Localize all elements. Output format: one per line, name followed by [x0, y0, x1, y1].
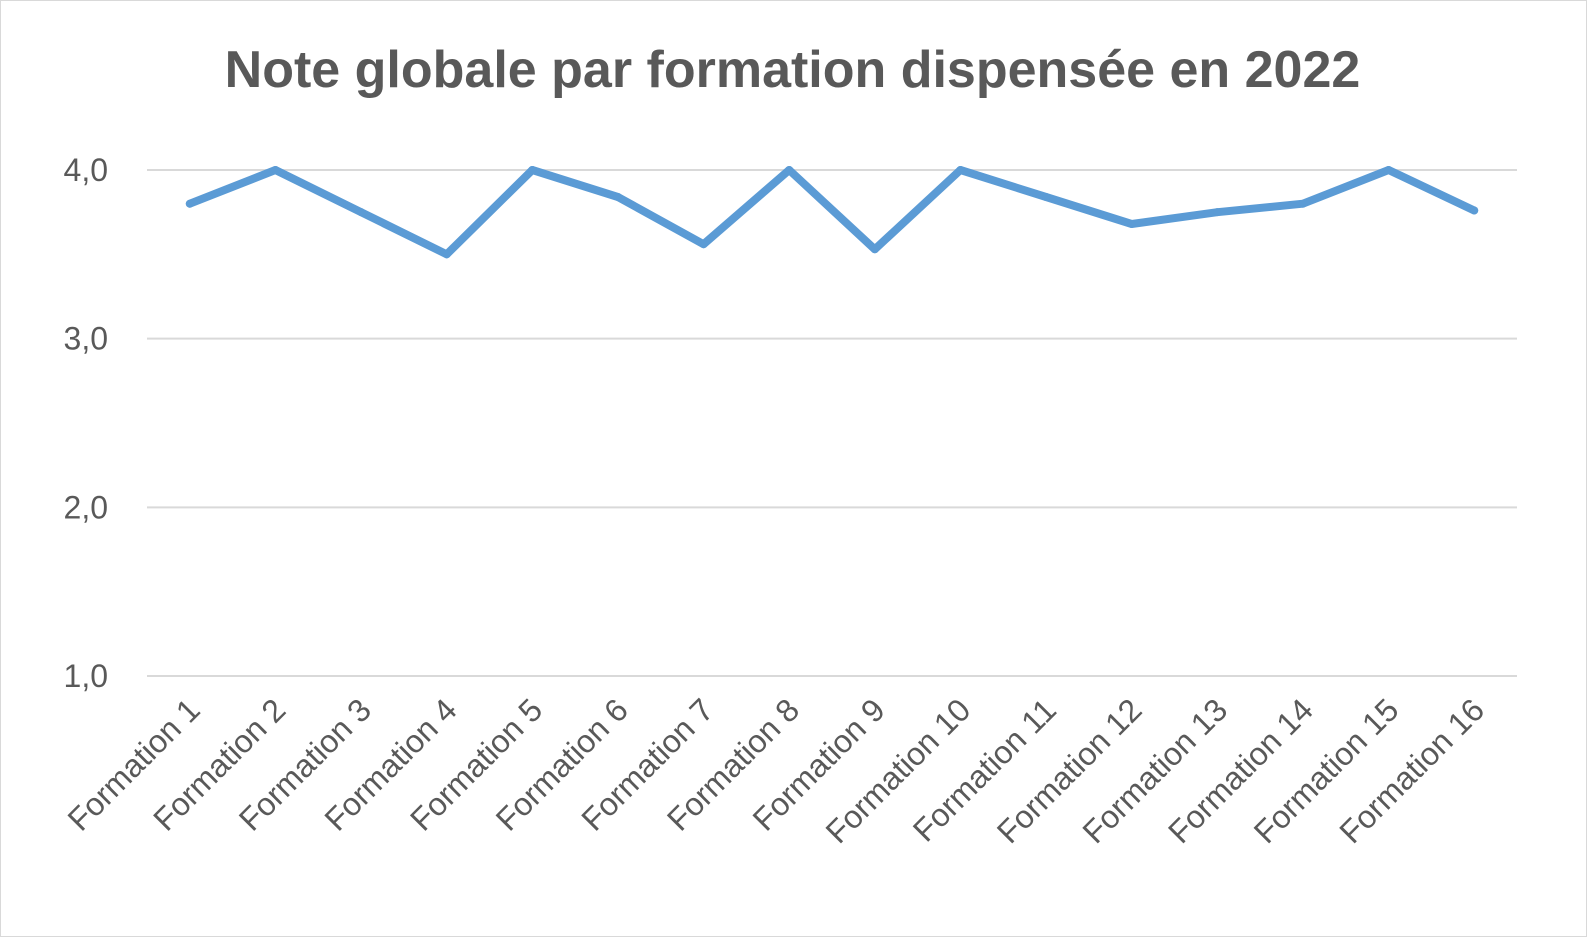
chart-title: Note globale par formation dispensée en …: [224, 41, 1361, 99]
y-tick-label: 4,0: [64, 152, 108, 188]
data-point: [1298, 199, 1307, 208]
y-axis-ticks: 1,0 2,0 3,0 4,0: [64, 152, 108, 694]
data-point: [442, 250, 451, 259]
data-point: [1213, 208, 1222, 217]
data-point: [956, 166, 965, 174]
y-tick-label: 3,0: [64, 321, 108, 357]
data-point: [1127, 219, 1136, 228]
data-point: [870, 245, 879, 254]
data-point: [528, 166, 537, 174]
data-point: [699, 240, 708, 249]
gridlines: [147, 169, 1517, 677]
data-point: [1470, 206, 1479, 215]
y-tick-label: 1,0: [64, 658, 108, 694]
data-point: [785, 166, 794, 174]
data-point: [357, 208, 366, 217]
data-point: [1384, 166, 1393, 174]
data-point: [185, 199, 194, 208]
y-tick-label: 2,0: [64, 489, 108, 525]
data-point: [1042, 192, 1051, 201]
series-line: [185, 166, 1479, 259]
data-point: [613, 192, 622, 201]
data-point: [271, 166, 280, 174]
series-layer: [185, 166, 1479, 259]
